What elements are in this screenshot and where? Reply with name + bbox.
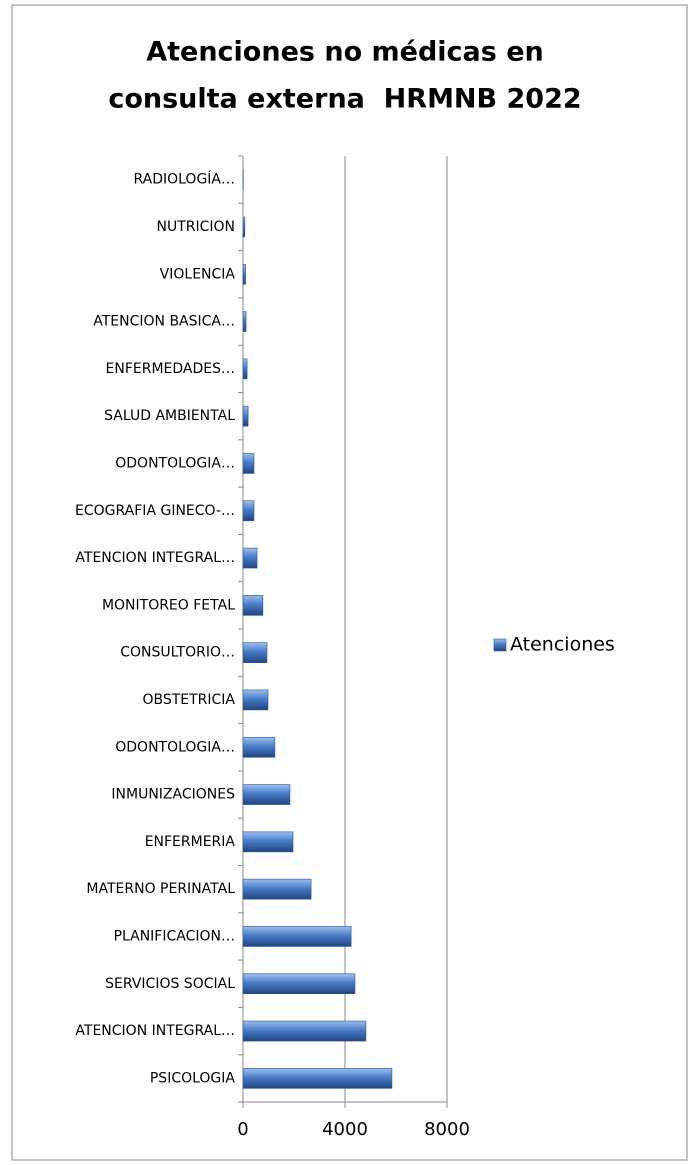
bar (242, 642, 268, 663)
y-tick-label: ATENCION INTEGRAL… (75, 550, 235, 566)
y-tick-label: RADIOLOGÍA… (133, 171, 235, 188)
bar (242, 973, 356, 995)
bar (242, 358, 248, 380)
y-tick-label: ECOGRAFIA GINECO-… (75, 503, 235, 519)
bar (242, 831, 294, 853)
bar (242, 736, 276, 758)
y-tick-label: ENFERMERIA (145, 834, 236, 850)
y-tick-label: PLANIFICACION… (114, 928, 235, 944)
chart-title: consulta externa HRMNB 2022 (108, 84, 581, 115)
bar (242, 1068, 393, 1089)
bar (242, 784, 291, 805)
bar (242, 311, 247, 332)
x-tick-label: 8000 (424, 1119, 470, 1140)
legend-label: Atenciones (510, 634, 615, 656)
chart-border (11, 4, 688, 1161)
bar (242, 547, 258, 569)
y-tick-label: CONSULTORIO… (120, 645, 235, 661)
bar (242, 595, 264, 616)
x-tick-label: 4000 (322, 1119, 368, 1140)
y-tick-label: ATENCION BASICA… (93, 314, 235, 330)
bar (242, 216, 246, 238)
y-tick-label: NUTRICION (156, 219, 235, 235)
bar (242, 500, 255, 522)
y-tick-label: MATERNO PERINATAL (86, 881, 235, 897)
chart-title: Atenciones no médicas en (146, 37, 544, 68)
bar (242, 1020, 367, 1042)
bar (242, 926, 352, 947)
bar (242, 689, 269, 711)
x-tick-label: 0 (237, 1119, 248, 1140)
bar (242, 878, 312, 900)
bar (242, 453, 255, 474)
y-tick-label: ODONTOLOGIA… (115, 739, 235, 755)
bar (242, 263, 246, 285)
y-tick-label: OBSTETRICIA (142, 692, 235, 708)
y-tick-label: INMUNIZACIONES (111, 787, 235, 803)
y-tick-label: PSICOLOGIA (150, 1070, 236, 1086)
y-tick-label: ODONTOLOGIA… (115, 455, 235, 471)
legend-marker (493, 638, 507, 652)
y-tick-label: MONITOREO FETAL (102, 597, 235, 613)
bar (242, 405, 249, 427)
y-tick-label: SALUD AMBIENTAL (104, 408, 235, 424)
y-tick-label: ATENCION INTEGRAL… (75, 1023, 235, 1039)
y-tick-label: ENFERMEDADES… (106, 361, 236, 377)
y-tick-label: VIOLENCIA (160, 266, 236, 282)
y-tick-label: SERVICIOS SOCIAL (105, 976, 235, 992)
